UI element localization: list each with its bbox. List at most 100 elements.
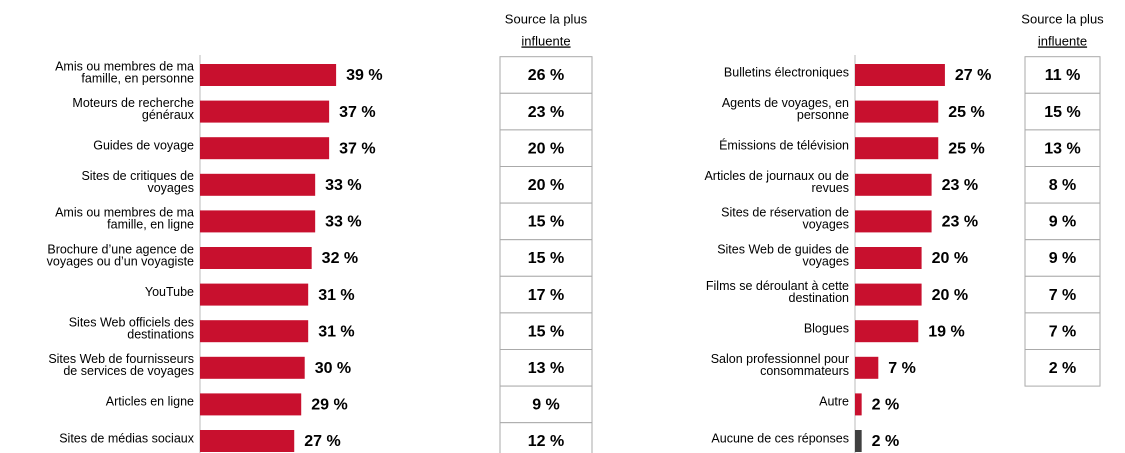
value-label: 25 %	[948, 140, 984, 157]
bar	[855, 173, 932, 196]
value-label: 27 %	[955, 67, 991, 84]
table-cell	[499, 129, 593, 167]
value-label: 23 %	[942, 214, 978, 231]
category-label: Autre	[819, 395, 849, 409]
value-label: 31 %	[318, 287, 354, 304]
table-cell	[1024, 239, 1101, 277]
category-label: Salon professionnel pour	[711, 352, 849, 366]
bar	[855, 247, 922, 269]
category-label: généraux	[142, 108, 195, 122]
table-value: 11 %	[1045, 67, 1081, 84]
bar	[855, 283, 922, 306]
value-label: 2 %	[872, 397, 900, 414]
bar	[200, 283, 309, 306]
bar	[200, 100, 330, 123]
table-value: 12 %	[528, 433, 564, 450]
table-cell	[1024, 312, 1101, 350]
table-value: 9 %	[1049, 250, 1077, 267]
bar	[200, 64, 337, 86]
bar	[855, 137, 939, 160]
table-value: 17 %	[528, 287, 564, 304]
table-cell	[1024, 129, 1101, 167]
table-cell	[1024, 202, 1101, 241]
category-label: voyages	[802, 218, 849, 232]
value-label: 29 %	[311, 397, 347, 414]
category-label: famille, en personne	[81, 71, 194, 85]
value-label: 20 %	[932, 287, 968, 304]
category-label: Amis ou membres de ma	[55, 59, 194, 73]
table-cell	[499, 312, 593, 350]
category-label: personne	[797, 108, 849, 122]
bar	[855, 100, 939, 123]
table-header: influente	[1038, 33, 1087, 48]
bar	[855, 356, 879, 379]
category-label: Films se déroulant à cette	[706, 279, 849, 293]
table-value: 15 %	[1044, 104, 1080, 121]
table-cell	[499, 275, 593, 314]
table-cell	[499, 385, 593, 424]
bar	[200, 430, 295, 452]
value-label: 27 %	[304, 433, 340, 450]
value-label: 20 %	[932, 250, 968, 267]
table-header: influente	[521, 33, 570, 48]
value-label: 37 %	[339, 104, 375, 121]
table-cell	[1024, 92, 1101, 131]
value-label: 39 %	[346, 67, 382, 84]
table-cell	[499, 92, 593, 131]
table-value: 2 %	[1049, 360, 1077, 377]
table-value: 20 %	[528, 177, 564, 194]
category-label: Émissions de télévision	[719, 137, 849, 152]
category-label: Sites Web de guides de	[717, 242, 849, 256]
bar	[200, 393, 302, 416]
value-label: 31 %	[318, 323, 354, 340]
category-label: voyages ou d’un voyagiste	[47, 254, 194, 268]
category-label: Bulletins électroniques	[724, 65, 849, 79]
category-label: de services de voyages	[63, 364, 194, 378]
table-value: 13 %	[1044, 140, 1080, 157]
category-label: Sites Web officiels des	[69, 315, 194, 329]
table-cell	[1024, 275, 1101, 314]
value-label: 32 %	[322, 250, 358, 267]
table-value: 7 %	[1049, 287, 1077, 304]
value-label: 30 %	[315, 360, 351, 377]
category-label: voyages	[802, 254, 849, 268]
bar	[200, 210, 316, 233]
category-label: Blogues	[804, 321, 849, 335]
table-value: 23 %	[528, 104, 564, 121]
category-label: Sites Web de fournisseurs	[48, 352, 194, 366]
table-cell	[1024, 349, 1101, 387]
bar	[200, 247, 312, 269]
table-value: 20 %	[528, 140, 564, 157]
bar	[200, 137, 330, 160]
table-cell	[1024, 166, 1101, 204]
bar	[200, 173, 316, 196]
category-label: YouTube	[145, 285, 194, 299]
value-label: 19 %	[928, 323, 964, 340]
value-label: 23 %	[942, 177, 978, 194]
table-cell	[499, 166, 593, 204]
bar	[200, 320, 309, 343]
category-label: Moteurs de recherche	[72, 96, 194, 110]
table-cell	[1024, 56, 1101, 94]
table-cell	[499, 202, 593, 241]
category-label: Sites de réservation de	[721, 206, 849, 220]
table-header: Source la plus	[505, 11, 588, 26]
value-label: 33 %	[325, 177, 361, 194]
category-label: Articles de journaux ou de	[704, 169, 849, 183]
category-label: Articles en ligne	[106, 395, 194, 409]
category-label: Brochure d’une agence de	[47, 242, 194, 256]
category-label: destinations	[127, 327, 194, 341]
table-cell	[499, 239, 593, 277]
bar	[855, 64, 945, 86]
category-label: Sites de médias sociaux	[59, 431, 195, 445]
table-value: 13 %	[528, 360, 564, 377]
value-label: 37 %	[339, 140, 375, 157]
table-value: 15 %	[528, 323, 564, 340]
bar	[855, 210, 932, 233]
value-label: 33 %	[325, 214, 361, 231]
bar	[200, 356, 305, 379]
table-value: 9 %	[1049, 214, 1077, 231]
table-value: 26 %	[528, 67, 564, 84]
table-value: 9 %	[532, 397, 560, 414]
